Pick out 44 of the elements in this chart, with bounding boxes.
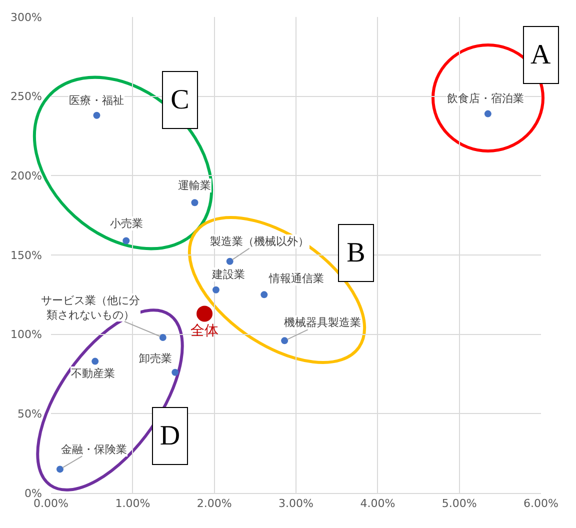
- point: [191, 199, 198, 206]
- annotation: 金融・保険業: [61, 443, 127, 456]
- annotation: 不動産業: [71, 367, 115, 380]
- y-tick-label: 150%: [10, 248, 42, 262]
- point: [92, 358, 99, 365]
- annotation: D: [160, 420, 180, 452]
- annotation: 製造業（機械以外）: [210, 235, 309, 248]
- annotation: 建設業: [211, 268, 245, 281]
- point: [212, 286, 220, 294]
- point: [196, 306, 213, 322]
- point: [159, 334, 166, 342]
- annotation: 卸売業: [139, 352, 172, 365]
- annotation: B: [346, 238, 366, 268]
- annotation: 医療・福祉: [69, 94, 124, 107]
- x-tick-label: 6.00%: [524, 497, 558, 510]
- annotation: 機械器具製造業: [284, 316, 361, 329]
- annotation: 運輸業: [178, 179, 211, 192]
- point: [172, 368, 179, 376]
- point: [260, 291, 268, 298]
- y-tick-label: 0%: [24, 486, 42, 500]
- y-tick-label: 200%: [10, 170, 42, 183]
- x-tick-label: 4.00%: [360, 497, 396, 510]
- annotation: C: [170, 84, 190, 116]
- x-tick-label: 3.00%: [278, 497, 314, 510]
- y-tick-label: 50%: [18, 408, 42, 421]
- x-tick-label: 2.00%: [196, 497, 232, 510]
- x-tick-label: 5.00%: [442, 497, 477, 510]
- y-tick-label: 250%: [10, 90, 42, 104]
- point: [281, 337, 288, 344]
- annotation: 小売業: [110, 217, 143, 230]
- annotation: 飲食店・宿泊業: [447, 92, 524, 105]
- point: [93, 112, 100, 119]
- x-tick-label: 0.00%: [34, 497, 68, 510]
- y-tick-label: 100%: [10, 328, 42, 342]
- y-tick-label: 300%: [10, 10, 42, 24]
- point: [56, 466, 64, 473]
- annotation: A: [530, 40, 552, 70]
- annotation: 情報通信業: [268, 272, 324, 285]
- point: [484, 110, 492, 118]
- series-label: 全体: [190, 323, 219, 340]
- point: [226, 258, 234, 265]
- x-tick-label: 1.00%: [115, 497, 150, 510]
- point: [122, 237, 130, 244]
- annotation: サービス業（他に分類されないもの）: [41, 294, 140, 322]
